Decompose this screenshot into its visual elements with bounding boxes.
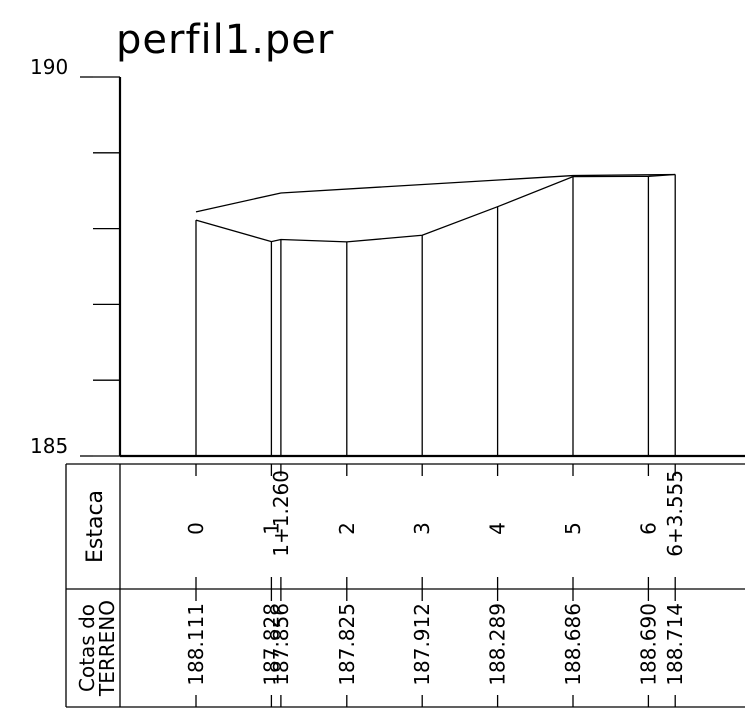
- elevation-label: 187.856: [269, 603, 293, 686]
- station-label-1: 1: [259, 522, 283, 535]
- series-terrain-line: [195, 173, 676, 243]
- station-label-5: 5: [561, 522, 585, 535]
- row-header-cotas: Cotas do: [75, 604, 99, 692]
- y-axis-top-label: 190: [30, 55, 68, 79]
- station-label-1+1.260: 1+1.260: [269, 470, 293, 557]
- station-label-6: 6: [636, 522, 660, 535]
- station-label-4: 4: [486, 522, 510, 535]
- elevation-label: 188.686: [561, 603, 585, 686]
- elevation-label: 187.828: [259, 603, 283, 686]
- y-axis-bottom-label: 185: [30, 434, 68, 458]
- y-axis: 190 185: [30, 55, 745, 458]
- elevation-label: 188.690: [636, 603, 660, 686]
- chart-title: perfil1.per: [116, 17, 334, 63]
- elevation-label: 188.111: [184, 603, 208, 686]
- station-label-6+3.555: 6+3.555: [663, 470, 687, 557]
- plot-area: [195, 173, 676, 456]
- elevation-label: 187.825: [335, 603, 359, 686]
- elevation-label: 188.289: [486, 603, 510, 686]
- station-label-2: 2: [335, 522, 359, 535]
- series-grade-line: [195, 173, 676, 213]
- row-header-estaca: Estaca: [83, 490, 108, 563]
- elevation-label: 187.912: [410, 603, 434, 686]
- station-label-3: 3: [410, 522, 434, 535]
- station-label-0: 0: [184, 522, 208, 535]
- elevation-label: 188.714: [663, 603, 687, 686]
- row-header-terreno: TERRENO: [95, 600, 119, 697]
